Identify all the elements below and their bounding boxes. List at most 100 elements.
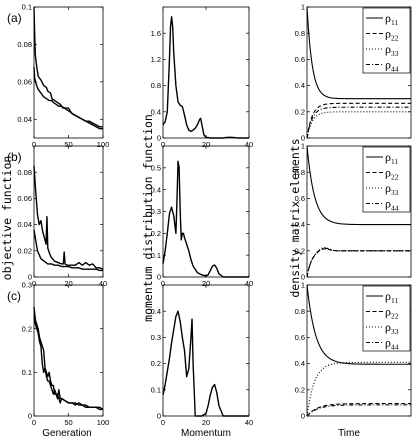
panel-r2c3-legend-entry-33: ρ33 <box>385 181 399 197</box>
panel-r1c3-axes-frame <box>306 6 412 139</box>
panel-r3c2-axes-frame <box>162 284 250 417</box>
panel-r1c3-ytick-label: 0 <box>301 134 305 143</box>
panel-r1c3-series-11 <box>306 6 411 100</box>
xlabel-time: Time <box>338 428 360 439</box>
panel-r3c3-ytick-label: 1 <box>301 281 305 290</box>
panel-r3c3-axes-frame <box>306 284 412 417</box>
panel-r2c3-legend-entry-11: ρ11 <box>385 150 398 166</box>
panel-r1c3-ytick-label: 1 <box>301 3 305 12</box>
panel-r2c2-xtick-label: 0 <box>161 279 165 288</box>
panel-r1c1-axes-frame <box>33 6 104 139</box>
panel-r2c2-axes-frame <box>162 145 250 278</box>
panel-r2c3-ytick-label: 0.4 <box>295 220 305 229</box>
panel-r3c3-ytick-label: 0 <box>301 412 305 421</box>
panel-r1c2-xtick-label: 40 <box>245 140 253 149</box>
panel-r3c3-ytick-label: 0.8 <box>295 307 305 316</box>
panel-r2c1-series-1 <box>33 165 104 270</box>
panel-r2c3-legend-box <box>362 146 411 213</box>
panel-r2c1-axes-frame <box>33 145 104 278</box>
panel-r2c3-legend-entry-44: ρ44 <box>385 197 399 213</box>
panel-r1c1-xtick-label: 50 <box>64 140 72 149</box>
panel-r1c2-ytick-label: 0.4 <box>151 107 161 116</box>
panel-r3c3-legend-entry-33: ρ33 <box>385 320 399 336</box>
panel-r2c1-ytick-label: 0.02 <box>17 246 32 255</box>
ylabel-objective-function: objective function <box>0 156 14 281</box>
panel-r3c1-xtick-label: 0 <box>32 418 36 427</box>
panel-r1c2-series-1 <box>162 16 249 139</box>
panel-r3c1-ytick-label: 0.3 <box>22 281 32 290</box>
panel-r2c1-xtick-label: 40 <box>99 279 107 288</box>
panel-r1c3-ytick-label: 0.6 <box>295 55 305 64</box>
panel-r1c2-xtick-label: 20 <box>202 140 210 149</box>
panel-r1c2-xtick-label: 0 <box>161 140 165 149</box>
panel-r3c2-ytick-label: 0 <box>157 412 161 421</box>
panel-r3c2-ytick-label: 0.4 <box>151 307 161 316</box>
panel-r1c3-ytick-label: 0.2 <box>295 107 305 116</box>
panel-r3c2-xtick-label: 40 <box>245 418 253 427</box>
panel-r2c3-series-44 <box>306 247 411 278</box>
panel-r2c3-ytick-label: 0 <box>301 273 305 282</box>
panel-r1c2-ytick-label: 1.2 <box>151 55 161 64</box>
panel-r2c1-xtick-label: 0 <box>32 279 36 288</box>
panel-r2c3-series-11 <box>306 145 411 226</box>
panel-r2c3-ytick-label: 1 <box>301 142 305 151</box>
panel-r3c1-ytick-label: 0.1 <box>22 368 32 377</box>
panel-r3c3-legend-entry-22: ρ22 <box>385 305 399 321</box>
panel-r3c1-series-1 <box>33 306 104 411</box>
panel-r1c2-ytick-label: 0.8 <box>151 81 161 90</box>
panel-r1c1-xtick-label: 100 <box>97 140 110 149</box>
panel-r3c1-xtick-label: 100 <box>97 418 110 427</box>
panel-r3c2-ytick-label: 0.1 <box>151 385 161 394</box>
panel-r1c3-series-33 <box>306 111 411 139</box>
panel-r1c3-legend-entry-33: ρ33 <box>385 42 399 58</box>
panel-r1c1-xtick-label: 0 <box>32 140 36 149</box>
panel-r2c3-axes-frame <box>306 145 412 278</box>
panel-r2c1-ytick-label: 0 <box>28 273 32 282</box>
panel-label-a: (a) <box>7 11 22 25</box>
panel-r2c2-xtick-label: 20 <box>202 279 210 288</box>
panel-r2c1-xtick-label: 20 <box>64 279 72 288</box>
panel-r1c1-ytick-label: 0.04 <box>17 115 32 124</box>
panel-r3c3-ytick-label: 0.4 <box>295 359 305 368</box>
ylabel-momentum-distribution: momentum distribution function <box>141 114 155 322</box>
panel-r1c3-legend-entry-11: ρ11 <box>385 11 398 27</box>
panel-r2c2-ytick-label: 0 <box>157 273 161 282</box>
xlabel-generation: Generation <box>42 428 91 439</box>
panel-r1c1-ytick-label: 0.08 <box>17 40 32 49</box>
panel-r1c2-ytick-label: 1.6 <box>151 29 161 38</box>
panel-r1c1-series-2 <box>33 66 103 130</box>
panel-r1c3-series-22 <box>306 102 411 139</box>
panel-r2c3-series-33 <box>306 247 411 278</box>
panel-r3c3-series-11 <box>306 284 411 365</box>
panel-r3c3-legend-entry-44: ρ44 <box>385 336 399 352</box>
panel-r2c1-ytick-label: 0.08 <box>17 168 32 177</box>
panel-r2c3-series-22 <box>306 248 411 278</box>
panel-r3c3-series-22 <box>306 403 411 417</box>
panel-r2c2-ytick-label: 0.1 <box>151 251 161 260</box>
panel-r1c3-legend-entry-44: ρ44 <box>385 58 399 74</box>
panel-r3c3-legend-entry-11: ρ11 <box>385 289 398 305</box>
panel-r2c2-ytick-label: 0.5 <box>151 163 161 172</box>
panel-r1c3-ytick-label: 0.4 <box>295 81 305 90</box>
panel-r3c3-series-44 <box>306 404 411 417</box>
panel-r2c3-ytick-label: 0.2 <box>295 246 305 255</box>
panel-r2c1-series-2 <box>33 229 103 272</box>
panel-r3c2-xtick-label: 0 <box>161 418 165 427</box>
panel-r3c2-ytick-label: 0.2 <box>151 359 161 368</box>
ylabel-density-matrix: density matrix elements <box>288 138 302 297</box>
panel-label-b: (b) <box>7 150 22 164</box>
panel-r2c2-ytick-label: 0.4 <box>151 185 161 194</box>
panel-r3c1-series-2 <box>33 315 103 411</box>
panel-r3c1-ytick-label: 0.2 <box>22 324 32 333</box>
panel-r1c3-ytick-label: 0.8 <box>295 29 305 38</box>
panel-r3c1-ytick-label: 0 <box>28 412 32 421</box>
panel-r1c3-series-44 <box>306 106 411 139</box>
panel-r3c2-series-1 <box>162 310 249 417</box>
panel-r2c2-series-1 <box>162 160 249 278</box>
panel-r1c3-legend-entry-22: ρ22 <box>385 27 399 43</box>
panel-r3c3-series-33 <box>306 361 411 417</box>
panel-r1c1-ytick-label: 0.06 <box>17 77 32 86</box>
panel-r1c1-ytick-label: 0.1 <box>22 3 32 12</box>
panel-r2c2-xtick-label: 40 <box>245 279 253 288</box>
